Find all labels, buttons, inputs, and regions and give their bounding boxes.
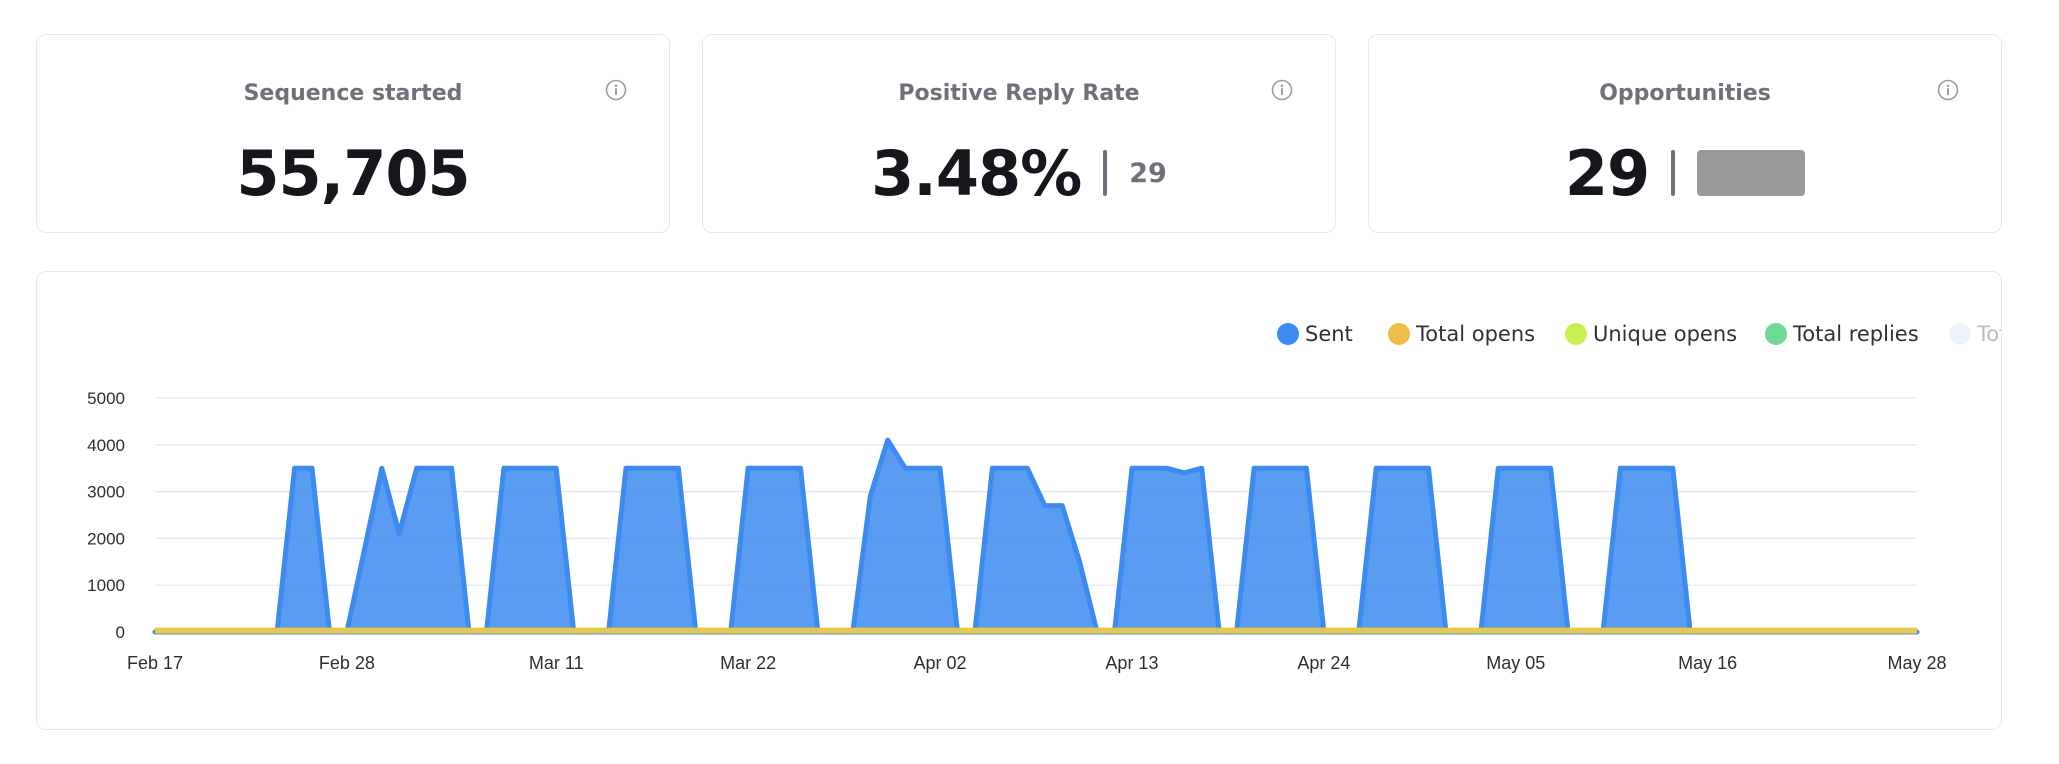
stat-value-row: 55,705	[37, 133, 669, 213]
stat-value: 3.48%	[871, 136, 1082, 210]
legend-label: Total replies	[1793, 322, 1919, 346]
stat-card-positive-reply-rate: Positive Reply Rate 3.48% 29	[702, 34, 1336, 233]
x-tick-label: Apr 13	[1105, 653, 1158, 673]
legend-label: Total cl	[1977, 322, 2001, 346]
stat-value-row: 29	[1369, 133, 2001, 213]
stat-title: Sequence started	[243, 81, 463, 106]
x-tick-label: Apr 24	[1297, 653, 1350, 673]
legend-dot-icon	[1388, 323, 1410, 345]
stat-value: 29	[1564, 136, 1650, 210]
y-tick-label: 2000	[87, 529, 125, 548]
y-tick-label: 4000	[87, 436, 125, 455]
stat-card-sequence-started: Sequence started 55,705	[36, 34, 670, 233]
chart-series	[152, 437, 1920, 635]
stat-title: Positive Reply Rate	[898, 81, 1140, 106]
info-icon[interactable]	[605, 79, 627, 101]
area-chart: 5000 4000 3000 2000 1000 0 Feb 17 Feb 28 Mar 11…	[87, 389, 1947, 673]
x-axis: Feb 17 Feb 28 Mar 11 Mar 22 Apr 02 Apr 13 Apr …	[127, 653, 1947, 673]
legend-dot-icon	[1949, 323, 1971, 345]
chart-card: Sent Total opens Unique opens Total repl…	[36, 271, 2002, 730]
info-icon[interactable]	[1937, 79, 1959, 101]
value-separator	[1671, 150, 1676, 196]
x-tick-label: May 05	[1486, 653, 1545, 673]
legend-label: Sent	[1305, 322, 1353, 346]
legend-dot-icon	[1765, 323, 1787, 345]
redacted-value	[1697, 150, 1806, 196]
legend-dot-icon	[1565, 323, 1587, 345]
legend-item-total-clicks[interactable]: Total cl	[1949, 322, 2001, 346]
y-tick-label: 1000	[87, 576, 125, 595]
x-tick-label: Apr 02	[914, 653, 967, 673]
stat-value-row: 3.48% 29	[703, 133, 1335, 213]
legend-item-unique-opens[interactable]: Unique opens	[1565, 322, 1737, 346]
x-tick-label: May 16	[1678, 653, 1737, 673]
x-tick-label: May 28	[1887, 653, 1946, 673]
y-axis: 5000 4000 3000 2000 1000 0	[87, 389, 125, 642]
legend-item-sent[interactable]: Sent	[1277, 322, 1353, 346]
legend-dot-icon	[1277, 323, 1299, 345]
legend-label: Total opens	[1416, 322, 1536, 346]
series-area-sent	[152, 437, 1920, 635]
x-tick-label: Feb 28	[319, 653, 375, 673]
legend-label: Unique opens	[1593, 322, 1738, 346]
stat-value: 55,705	[236, 136, 470, 210]
stat-card-opportunities: Opportunities 29	[1368, 34, 2002, 233]
y-tick-label: 5000	[87, 389, 125, 408]
legend-item-total-replies[interactable]: Total replies	[1765, 322, 1919, 346]
info-icon[interactable]	[1271, 79, 1293, 101]
value-separator	[1103, 150, 1108, 196]
legend-item-total-opens[interactable]: Total opens	[1388, 322, 1535, 346]
stat-secondary-value: 29	[1129, 157, 1167, 189]
y-tick-label: 0	[116, 623, 125, 642]
x-tick-label: Mar 11	[529, 653, 584, 673]
x-tick-label: Feb 17	[127, 653, 183, 673]
x-tick-label: Mar 22	[720, 653, 776, 673]
y-tick-label: 3000	[87, 483, 125, 502]
stat-title: Opportunities	[1599, 81, 1771, 106]
chart-legend: Sent Total opens Unique opens Total repl…	[37, 322, 2001, 352]
